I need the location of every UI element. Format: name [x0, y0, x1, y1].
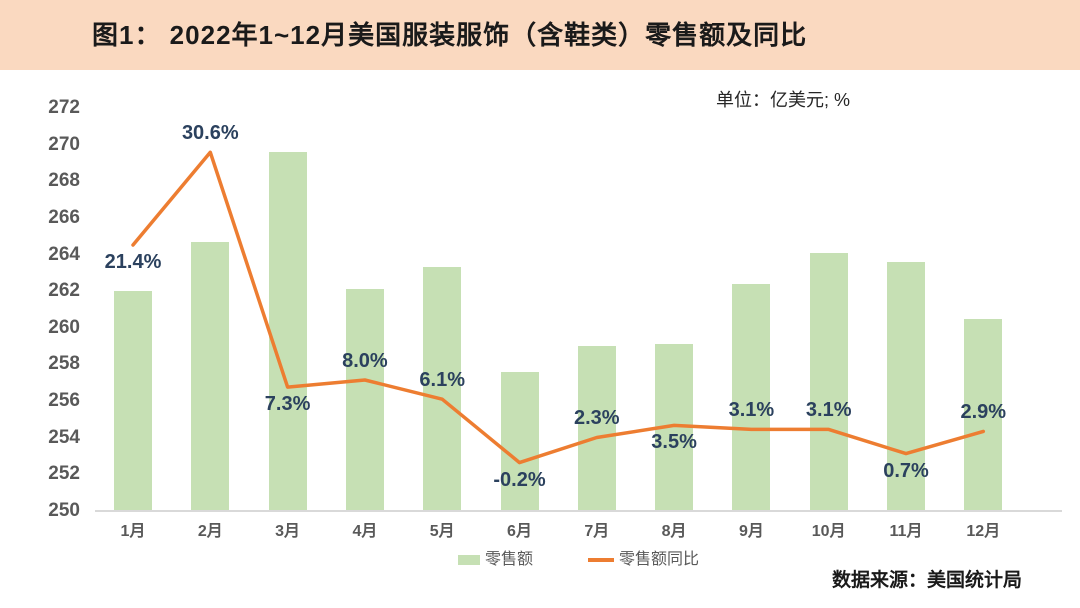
x-axis-label-1月: 1月 — [120, 523, 146, 540]
bar-2月 — [191, 241, 230, 510]
y-axis-tick-256: 256 — [48, 390, 80, 412]
x-axis-label-6月: 6月 — [507, 523, 532, 540]
yoy-label-3月: 7.3% — [264, 393, 311, 416]
bar-3月 — [268, 151, 307, 510]
y-axis-tick-252: 252 — [48, 463, 80, 485]
legend-item-零售额同比: 零售额同比 — [588, 550, 699, 570]
x-axis-label-7月: 7月 — [584, 523, 610, 540]
y-axis-tick-264: 264 — [48, 243, 80, 265]
yoy-label-11月: 0.7% — [883, 459, 929, 482]
y-axis-tick-268: 268 — [48, 170, 80, 192]
yoy-label-8月: 3.5% — [651, 431, 697, 454]
legend-label: 零售额同比 — [619, 551, 700, 568]
yoy-label-9月: 3.1% — [728, 399, 775, 422]
yoy-label-10月: 3.1% — [805, 399, 852, 422]
yoy-label-7月: 2.3% — [574, 407, 620, 430]
x-axis-label-4月: 4月 — [352, 523, 378, 540]
y-axis-tick-254: 254 — [48, 426, 80, 448]
x-axis-label-9月: 9月 — [738, 523, 764, 540]
legend: 零售额 零售额同比 — [95, 550, 1062, 570]
x-axis-line — [95, 510, 1062, 512]
x-axis-label-12月: 12月 — [966, 523, 1001, 540]
figure-header-band — [0, 0, 1080, 70]
legend-line-swatch-icon — [588, 558, 614, 562]
x-axis-label-10月: 10月 — [811, 523, 846, 540]
x-axis-label-2月: 2月 — [197, 523, 223, 540]
bar-1月 — [114, 291, 152, 510]
legend-label: 零售额 — [484, 551, 533, 568]
y-axis-tick-258: 258 — [48, 353, 80, 375]
x-axis-label-5月: 5月 — [429, 523, 455, 540]
y-axis-tick-250: 250 — [48, 500, 80, 521]
yoy-label-1月: 21.4% — [104, 251, 162, 274]
legend-bar-swatch-icon — [457, 555, 480, 565]
y-axis-tick-272: 272 — [48, 97, 80, 118]
x-axis-label-8月: 8月 — [661, 523, 687, 540]
y-axis-tick-266: 266 — [48, 206, 80, 228]
y-axis-tick-262: 262 — [48, 280, 80, 302]
bar-9月 — [732, 283, 771, 510]
source-label: 数据来源：美国统计局 — [831, 570, 1022, 591]
x-axis-label-3月: 3月 — [275, 523, 301, 540]
yoy-label-5月: 6.1% — [419, 369, 465, 392]
legend-item-零售额: 零售额 — [457, 550, 533, 570]
unit-label: 单位：亿美元; % — [716, 90, 851, 110]
yoy-label-2月: 30.6% — [181, 122, 239, 145]
figure-title: 图1： 2022年1~12月美国服装服饰（含鞋类）零售额及同比 — [92, 20, 808, 50]
x-axis-label-11月: 11月 — [889, 523, 923, 540]
y-axis-tick-270: 270 — [48, 133, 80, 155]
yoy-label-12月: 2.9% — [960, 401, 1007, 424]
yoy-label-6月: -0.2% — [493, 468, 546, 491]
y-axis-tick-260: 260 — [48, 316, 80, 338]
yoy-label-4月: 8.0% — [342, 350, 388, 373]
